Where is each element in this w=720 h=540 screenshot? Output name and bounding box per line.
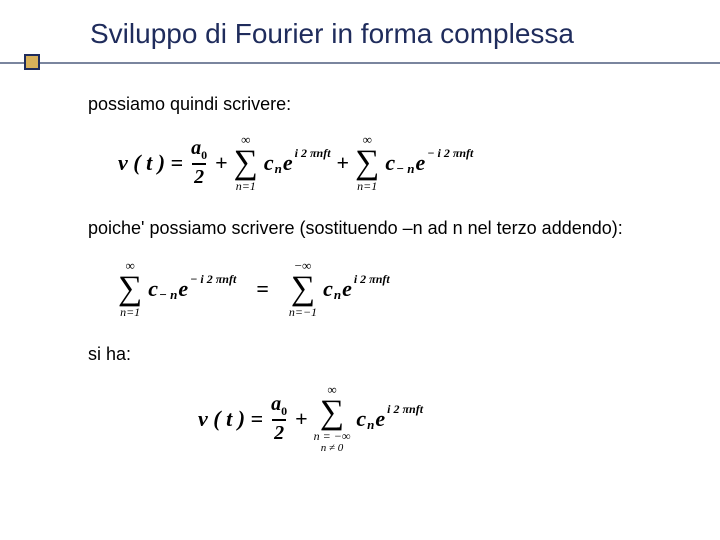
eq1-frac-a0: a0 2 xyxy=(189,138,209,187)
eq2-term-left: c − n e − i 2 πnft xyxy=(148,278,236,300)
eq3-term: c n e i 2 πnft xyxy=(356,408,423,430)
intro-text-1: possiamo quindi scrivere: xyxy=(88,94,650,115)
equation-3: v ( t ) = a0 2 + ∞ ∑ n = −∞ n ≠ 0 c n e … xyxy=(198,383,650,454)
slide-body: possiamo quindi scrivere: v ( t ) = a0 2… xyxy=(0,74,720,454)
eq3-lhs: v ( t ) = xyxy=(198,408,263,430)
equation-1: v ( t ) = a0 2 + ∞ ∑ n=1 c n e i 2 πnft … xyxy=(118,133,650,192)
equation-2: ∞ ∑ n=1 c − n e − i 2 πnft = −∞ ∑ n=−1 c… xyxy=(118,257,650,318)
eq1-term-1: c n e i 2 πnft xyxy=(264,152,331,174)
slide-title: Sviluppo di Fourier in forma complessa xyxy=(90,18,720,50)
eq2-equals: = xyxy=(256,278,269,300)
eq1-lhs: v ( t ) = xyxy=(118,152,183,174)
accent-line xyxy=(0,62,720,64)
eq1-sigma-1: ∞ ∑ n=1 xyxy=(234,133,258,192)
eq3-frac-a0: a0 2 xyxy=(269,394,289,443)
eq1-term-2: c − n e − i 2 πnft xyxy=(385,152,473,174)
title-accent xyxy=(0,54,720,74)
eq2-sigma-right: −∞ ∑ n=−1 xyxy=(289,259,317,318)
eq1-sigma-2: ∞ ∑ n=1 xyxy=(355,133,379,192)
eq2-term-right: c n e i 2 πnft xyxy=(323,278,390,300)
eq2-sigma-left: ∞ ∑ n=1 xyxy=(118,259,142,318)
slide-header: Sviluppo di Fourier in forma complessa xyxy=(0,0,720,74)
intro-text-3: si ha: xyxy=(88,344,650,365)
accent-box xyxy=(24,54,40,70)
intro-text-2: poiche' possiamo scrivere (sostituendo –… xyxy=(88,218,650,239)
eq3-sigma: ∞ ∑ n = −∞ n ≠ 0 xyxy=(314,383,351,454)
